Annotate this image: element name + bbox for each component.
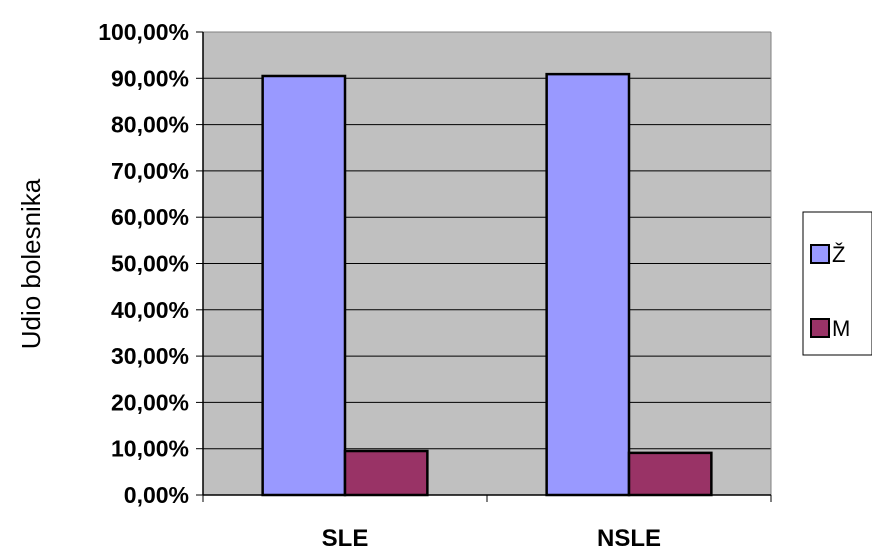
bar-sle-m xyxy=(343,449,429,497)
legend-swatch-m xyxy=(810,318,830,338)
bar-sle-z xyxy=(261,74,347,497)
y-tick-label: 20,00% xyxy=(111,389,189,415)
bars xyxy=(261,72,713,497)
axes xyxy=(196,31,772,502)
y-tick-labels: 0,00% 10,00% 20,00% 30,00% 40,00% 50,00% 60,00… xyxy=(98,19,189,508)
y-tick-label: 0,00% xyxy=(124,482,189,508)
legend-label: Ž xyxy=(832,242,845,267)
legend: ŽM xyxy=(802,211,872,356)
y-tick-label: 80,00% xyxy=(111,112,189,138)
y-tick-label: 30,00% xyxy=(111,343,189,369)
y-tick-label: 50,00% xyxy=(111,251,189,277)
x-tick-label: NSLE xyxy=(597,525,661,552)
x-tick-label: SLE xyxy=(322,525,369,552)
y-tick-label: 10,00% xyxy=(111,436,189,462)
y-tick-label: 90,00% xyxy=(111,65,189,91)
legend-swatch-z xyxy=(810,244,830,264)
bar-nsle-m xyxy=(627,451,713,497)
legend-label: M xyxy=(832,316,850,341)
y-tick-label: 100,00% xyxy=(98,19,189,45)
bar-nsle-z xyxy=(545,72,631,497)
y-tick-label: 60,00% xyxy=(111,204,189,230)
y-tick-label: 40,00% xyxy=(111,297,189,323)
y-axis-label: Udio bolesnika xyxy=(16,178,46,349)
x-tick-labels: SLE NSLE xyxy=(322,525,661,552)
y-tick-label: 70,00% xyxy=(111,158,189,184)
